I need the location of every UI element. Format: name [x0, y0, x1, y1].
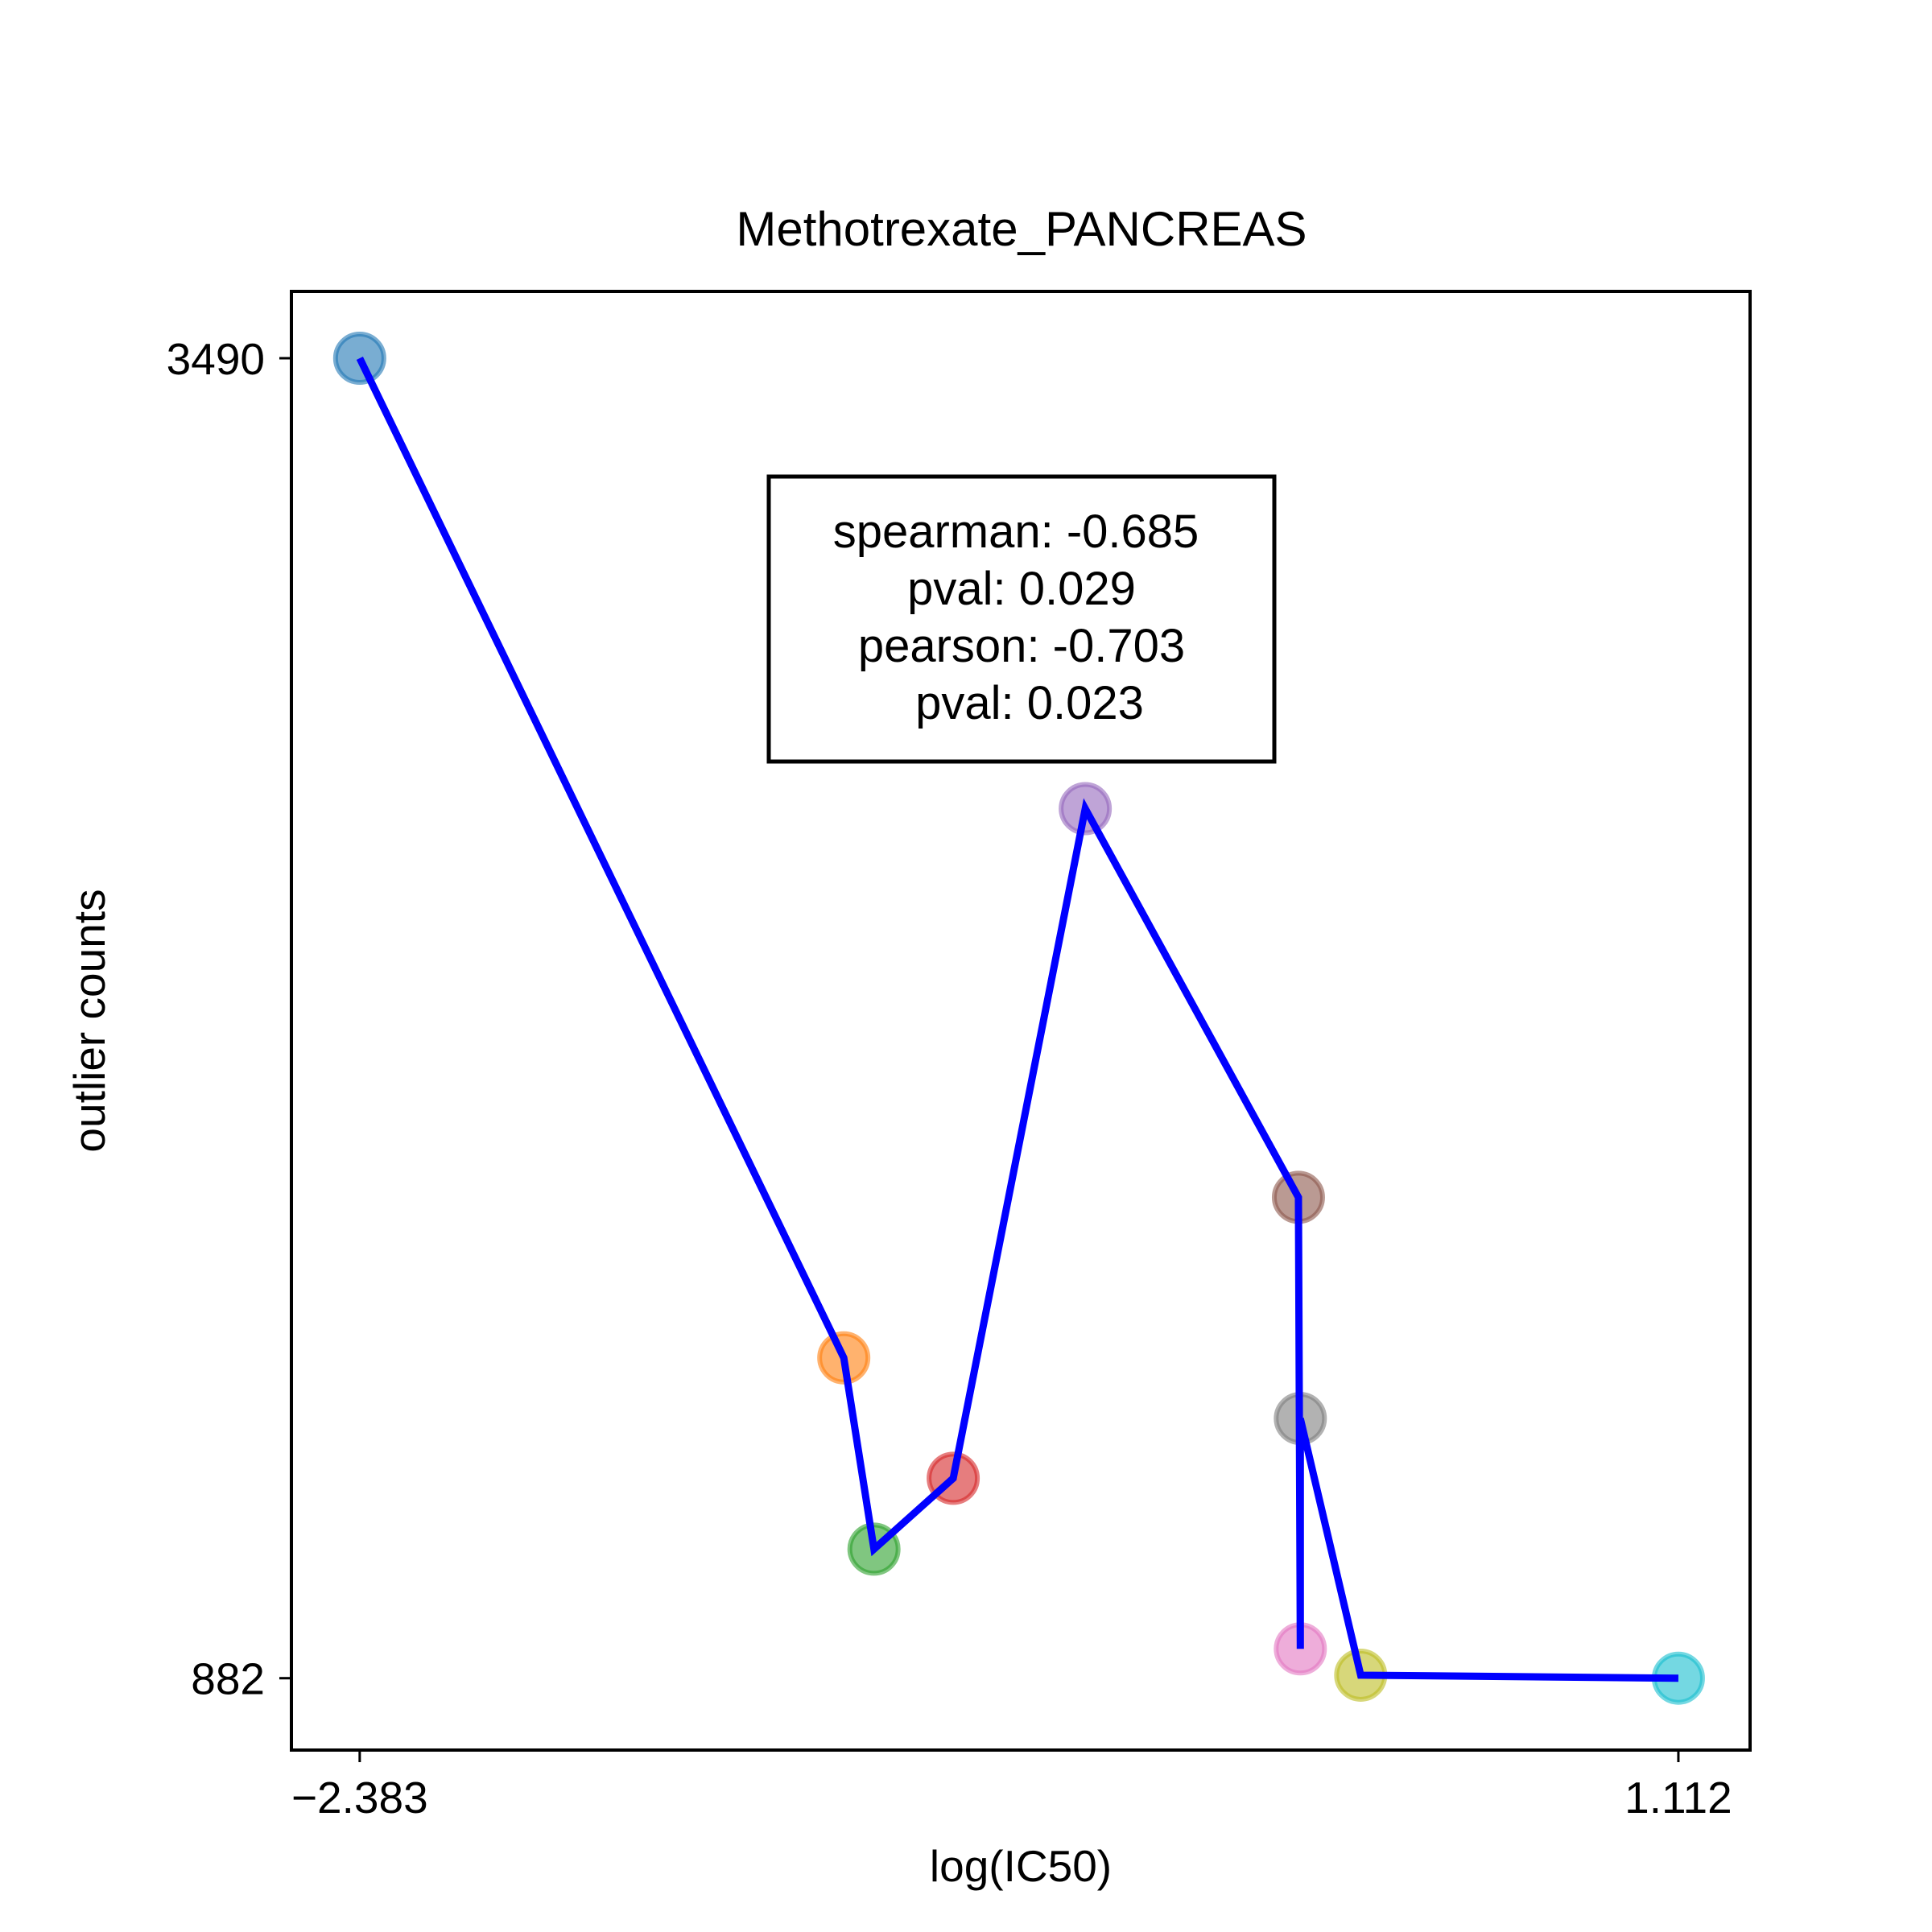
- annotation-line-spearman: spearman: -0.685: [833, 506, 1199, 558]
- annotation-line-pearson: pearson: -0.703: [858, 620, 1185, 672]
- y-axis-label: outlier counts: [64, 889, 114, 1152]
- trend-line: [356, 357, 1678, 1682]
- x-tick-label-1: −2.383: [291, 1773, 428, 1823]
- fit-line-layer: [356, 357, 1678, 1682]
- plot-frame: [290, 290, 1752, 1752]
- y-tick-label-2: 3490: [167, 334, 265, 384]
- annotation-line-pval-2: pval: 0.023: [915, 677, 1144, 729]
- points-layer: [332, 331, 1705, 1705]
- annotation-line-pval-1: pval: 0.029: [907, 563, 1136, 615]
- x-axis-ticks: −2.383 1.112: [291, 1750, 1732, 1823]
- y-axis-ticks: 882 3490: [167, 334, 291, 1704]
- y-tick-label-1: 882: [191, 1654, 265, 1704]
- chart-title: Methotrexate_PANCREAS: [736, 202, 1307, 256]
- stats-annotation-box: spearman: -0.685 pval: 0.029 pearson: -0…: [766, 474, 1277, 764]
- x-axis-label: log(IC50): [930, 1841, 1112, 1891]
- x-tick-label-2: 1.112: [1624, 1773, 1732, 1823]
- annotation-frame: [766, 474, 1277, 764]
